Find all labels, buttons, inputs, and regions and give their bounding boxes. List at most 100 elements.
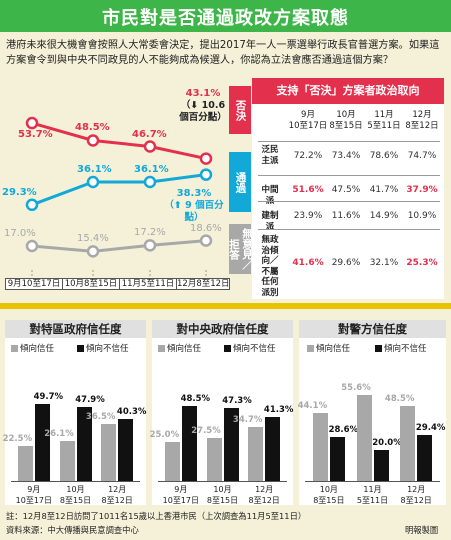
pass-data-label: 29.3% — [2, 186, 37, 198]
veto-data-label: 46.7% — [132, 128, 167, 140]
pass-change: （⬆ 9 個百分點） — [164, 200, 224, 223]
bar-value-label: 27.5% — [191, 426, 221, 437]
bar-value-label: 44.1% — [297, 400, 328, 411]
legend-swatch-gray — [158, 344, 165, 352]
survey-question: 港府未來很大機會會按照人大常委會決定，提出2017年一人一票選舉行政長官普選方案… — [6, 40, 440, 66]
bar-category-label: 12月 8至12日 — [95, 484, 139, 506]
bar-value-label: 40.3% — [116, 406, 147, 417]
bar-trust — [59, 440, 75, 481]
table-cell: 78.6% — [369, 151, 399, 161]
veto-latest-value: 43.1% — [185, 88, 221, 99]
table-col-header: 12月 8至12日 — [405, 110, 439, 131]
bar-baseline — [305, 481, 440, 482]
none-tab: 無意見／拒答 — [228, 224, 253, 274]
veto-data-label: 53.7% — [18, 129, 53, 141]
pass-point — [199, 168, 213, 181]
veto-change: （⬇ 10.6 個百分點） — [179, 100, 227, 123]
pass-point — [25, 198, 39, 212]
bar-value-label: 48.5% — [384, 393, 415, 404]
bar-distrust — [181, 405, 197, 481]
none-data-label: 18.6% — [190, 222, 222, 234]
bar-category-label: 10月 8至15日 — [307, 484, 351, 506]
bar-category-label: 11月 5至11日 — [351, 484, 395, 506]
bar-category-month: 9月 — [27, 485, 41, 494]
veto-supporters-table: 支持「否決」方案者政治取向 9月 10至17日 10月 8至15日 11月 5至11日… — [252, 78, 444, 299]
legend-trust: 傾向信任 — [11, 342, 54, 354]
bar-panel-title: 對特區政府信任度 — [5, 320, 146, 338]
legend-trust: 傾向信任 — [158, 342, 201, 354]
bar-trust — [356, 394, 372, 481]
table-cell: 51.6% — [292, 185, 324, 195]
bar-category-date: 8至15日 — [59, 496, 92, 505]
table-row-label: 泛民主派 — [261, 145, 279, 166]
table-title: 支持「否決」方案者政治取向 — [252, 78, 444, 104]
table-col-header: 10月 8至15日 — [329, 110, 363, 131]
table-cell: 47.5% — [331, 185, 361, 195]
veto-point — [86, 134, 100, 147]
bar-distrust — [417, 435, 433, 481]
bar-value-label: 49.7% — [33, 391, 64, 402]
date-label: 11月5至11日 — [119, 278, 177, 290]
bar-category-label: 9月 10至17日 — [159, 484, 203, 506]
bar-trust — [206, 438, 222, 481]
veto-data-label: 48.5% — [75, 122, 110, 134]
bar-category-date: 8至15日 — [206, 496, 239, 505]
table-rule — [258, 175, 440, 176]
pass-point — [86, 175, 100, 189]
bar-panel-title: 對警方信任度 — [299, 320, 446, 338]
bar-distrust — [329, 436, 345, 481]
bar-panel-central-gov: 對中央政府信任度 傾向信任 傾向不信任 25.0% 48.5% 9月 10至17日 27… — [150, 320, 293, 506]
table-row-label: 建制派 — [261, 211, 279, 232]
date-label: 9月10至17日 — [5, 278, 63, 290]
pass-data-label: 36.1% — [77, 164, 112, 175]
bar-panel-title: 對中央政府信任度 — [152, 320, 293, 338]
pass-point — [143, 175, 157, 189]
bar-category-date: 8至12日 — [400, 496, 432, 505]
table-cell: 72.2% — [293, 151, 323, 161]
table-cell: 14.9% — [369, 211, 399, 221]
none-data-label: 17.0% — [4, 228, 36, 239]
table-cell: 10.9% — [407, 211, 437, 221]
bar-value-label: 28.6% — [328, 424, 359, 435]
bar-category-label: 10月 8至15日 — [201, 484, 245, 506]
legend-distrust: 傾向不信任 — [224, 342, 276, 354]
none-point — [143, 239, 157, 252]
legend-swatch-gray — [11, 344, 18, 352]
bar-trust — [164, 442, 180, 481]
table-rule — [258, 141, 440, 142]
veto-series-line — [31, 121, 207, 161]
pass-latest-annotation: 38.3% （⬆ 9 個百分點） — [160, 188, 228, 224]
date-label: 10月8至15日 — [62, 278, 120, 290]
table-row-label: 無政治傾向／不屬任何派別 — [261, 235, 279, 298]
veto-point — [25, 116, 39, 130]
bar-value-label: 47.9% — [75, 394, 105, 405]
bar-trust — [248, 427, 264, 481]
legend-trust: 傾向信任 — [307, 342, 350, 354]
table-col-header: 11月 5至11日 — [367, 110, 401, 131]
table-cell: 37.9% — [406, 185, 438, 195]
date-label: 12月8至12日 — [176, 278, 230, 290]
bar-trust — [101, 424, 117, 481]
legend-swatch-gray — [307, 344, 314, 352]
footer-source: 資料來源：中大傳播與民意調查中心 — [6, 525, 139, 535]
bar-value-label: 55.6% — [341, 382, 371, 393]
table-cell: 23.9% — [293, 211, 323, 221]
veto-point — [199, 152, 213, 165]
bar-category-month: 12月 — [407, 485, 426, 494]
table-rule — [258, 229, 440, 230]
table-row-label: 中間派 — [261, 185, 279, 206]
table-cell: 25.3% — [406, 258, 438, 268]
bar-value-label: 29.4% — [415, 423, 446, 434]
veto-point — [143, 140, 157, 153]
bar-category-label: 10月 8至15日 — [54, 484, 98, 506]
bar-distrust — [118, 418, 134, 481]
bar-panel-police: 對警方信任度 傾向信任 傾向不信任 44.1% 28.6% 10月 8至15日 55.6… — [297, 320, 446, 506]
pass-latest-value: 38.3% — [176, 188, 212, 199]
table-rule — [258, 201, 440, 202]
bar-category-month: 12月 — [255, 485, 274, 494]
bar-category-date: 8至15日 — [313, 496, 345, 505]
bar-distrust — [373, 450, 389, 481]
legend-distrust: 傾向不信任 — [77, 342, 129, 354]
bar-distrust — [76, 406, 92, 481]
none-point — [86, 245, 100, 258]
